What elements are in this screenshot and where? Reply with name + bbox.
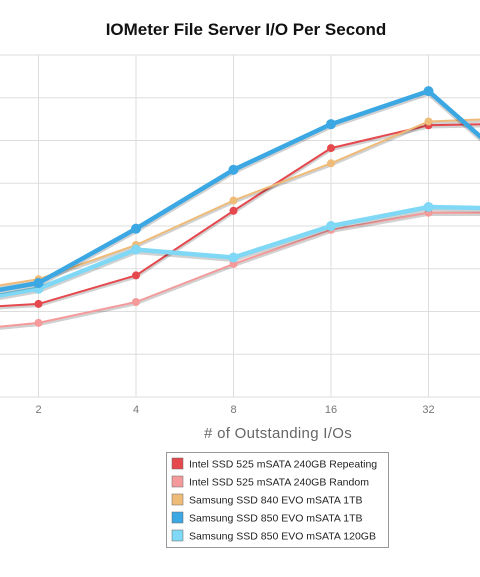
legend-label: Samsung SSD 850 EVO mSATA 120GB [189,531,376,543]
grid [0,54,480,398]
legend-swatch [171,475,184,488]
data-point [131,223,141,234]
series-line [0,211,480,328]
x-tick-label: 4 [133,404,139,416]
data-point [326,221,336,231]
x-tick-label: 32 [422,404,434,416]
data-point [131,244,141,255]
x-axis-title: # of Outstanding I/Os [204,425,352,442]
series-line [0,204,480,298]
series-line-shadow [0,206,480,300]
data-point [132,298,140,306]
legend-label: Samsung SSD 850 EVO mSATA 1TB [189,513,363,525]
legend-box [166,452,389,548]
series-4 [0,202,480,300]
x-axis-ticks: 2 4 8 16 32 [35,404,434,416]
data-point [33,278,44,288]
legend-label: Intel SSD 525 mSATA 240GB Random [189,477,369,489]
legend: Intel SSD 525 mSATA 240GB Repeating Intel… [166,452,389,548]
legend-label: Intel SSD 525 mSATA 240GB Repeating [189,459,377,471]
legend-swatch [171,529,184,542]
chart-title: IOMeter File Server I/O Per Second [106,20,387,39]
data-point [34,318,43,327]
x-tick-label: 16 [325,404,337,416]
data-point [327,144,335,153]
x-tick-label: 8 [230,404,236,416]
data-point [132,271,140,280]
series-1 [0,208,480,330]
series-3 [0,86,480,295]
data-point [228,252,239,263]
data-point [229,196,238,205]
data-point [228,164,239,175]
legend-swatch [171,457,184,470]
legend-swatch [171,511,184,524]
legend-label: Samsung SSD 840 EVO mSATA 1TB [189,495,363,507]
data-point [326,119,336,130]
data-point [229,206,238,215]
data-point [327,159,335,168]
data-point [34,299,43,308]
data-point [424,117,433,126]
series-layer [0,86,480,330]
data-point [423,202,434,212]
x-tick-label: 2 [35,404,41,416]
legend-swatch [171,493,184,506]
data-point [423,86,434,97]
